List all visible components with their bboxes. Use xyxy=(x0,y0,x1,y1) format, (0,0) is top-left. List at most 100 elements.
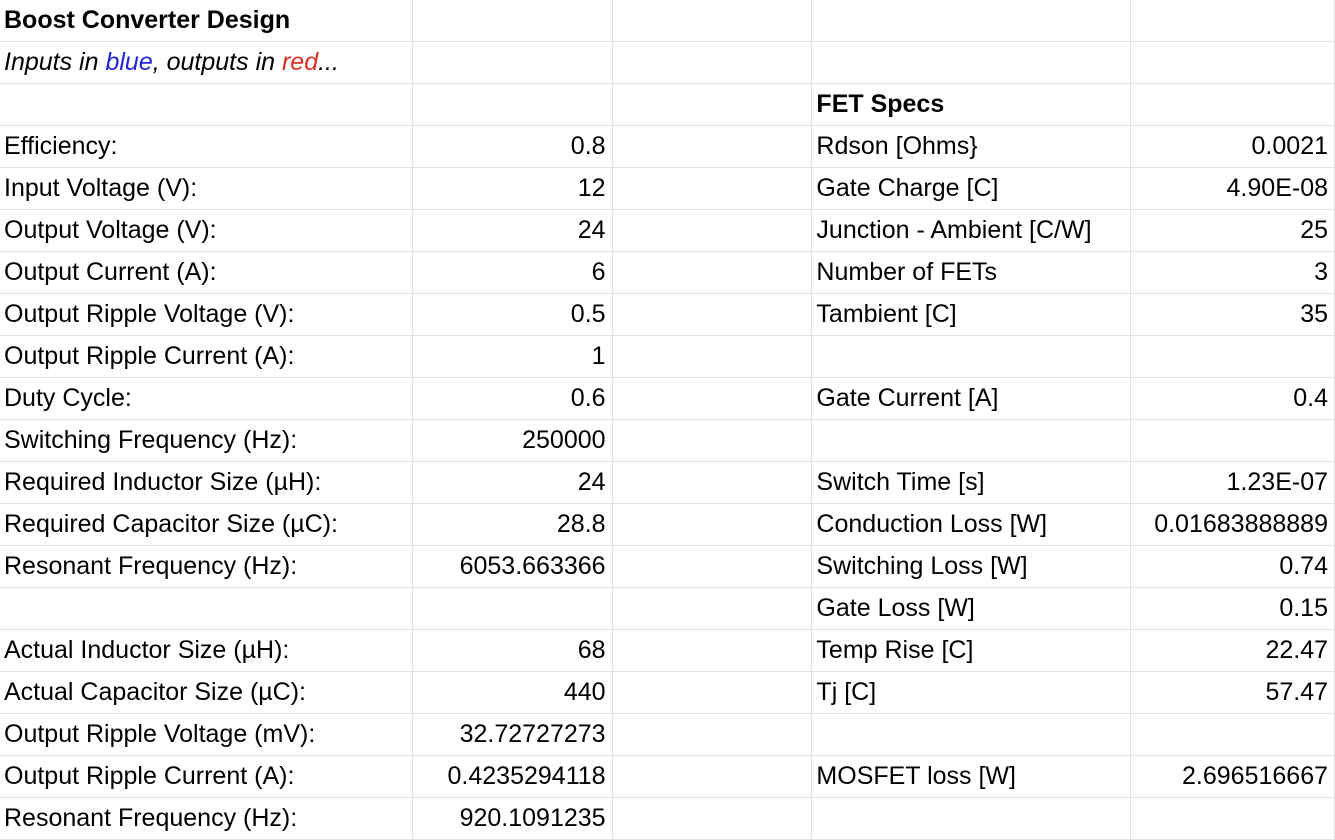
cell-fet-value[interactable]: 3 xyxy=(1130,251,1335,294)
cell-empty[interactable] xyxy=(612,503,813,546)
cell-empty[interactable] xyxy=(612,545,813,588)
cell-empty[interactable] xyxy=(1130,713,1335,756)
cell-design-label[interactable]: Duty Cycle: xyxy=(0,377,413,420)
cell-fet-label[interactable]: Junction - Ambient [C/W] xyxy=(811,209,1131,252)
cell-design-label[interactable]: Switching Frequency (Hz): xyxy=(0,419,413,462)
cell-design-value[interactable]: 28.8 xyxy=(412,503,613,546)
cell-design-label[interactable]: Resonant Frequency (Hz): xyxy=(0,797,413,840)
cell-fet-value[interactable]: 2.696516667 xyxy=(1130,755,1335,798)
cell-empty[interactable] xyxy=(811,713,1131,756)
cell-empty[interactable] xyxy=(811,335,1131,378)
cell-empty[interactable] xyxy=(612,671,813,714)
cell-design-value[interactable]: 68 xyxy=(412,629,613,672)
cell-empty[interactable] xyxy=(612,461,813,504)
cell-fet-value[interactable]: 4.90E-08 xyxy=(1130,167,1335,210)
cell-empty[interactable] xyxy=(412,41,613,84)
cell-design-label[interactable]: Required Inductor Size (µH): xyxy=(0,461,413,504)
cell-empty[interactable] xyxy=(1130,335,1335,378)
cell-fet-label[interactable]: Switch Time [s] xyxy=(811,461,1131,504)
cell-empty[interactable] xyxy=(612,167,813,210)
cell-empty[interactable] xyxy=(612,293,813,336)
cell-empty[interactable] xyxy=(1130,797,1335,840)
cell-design-value[interactable]: 440 xyxy=(412,671,613,714)
cell-empty[interactable] xyxy=(612,83,813,126)
cell-empty[interactable] xyxy=(612,419,813,462)
cell-empty[interactable] xyxy=(612,755,813,798)
cell-empty[interactable] xyxy=(612,251,813,294)
cell-design-label[interactable]: Actual Capacitor Size (µC): xyxy=(0,671,413,714)
cell-design-label[interactable]: Actual Inductor Size (µH): xyxy=(0,629,413,672)
cell-design-label[interactable]: Output Ripple Current (A): xyxy=(0,335,413,378)
cell-empty[interactable] xyxy=(811,797,1131,840)
cell-fet-value[interactable]: 0.0021 xyxy=(1130,125,1335,168)
cell-empty[interactable] xyxy=(612,713,813,756)
cell-empty[interactable] xyxy=(811,419,1131,462)
cell-design-value[interactable]: 920.1091235 xyxy=(412,797,613,840)
cell-fet-label[interactable]: Rdson [Ohms} xyxy=(811,125,1131,168)
cell-design-value[interactable]: 1 xyxy=(412,335,613,378)
cell-design-value[interactable]: 32.72727273 xyxy=(412,713,613,756)
cell-design-value[interactable]: 0.6 xyxy=(412,377,613,420)
cell-empty[interactable] xyxy=(612,335,813,378)
cell-fet-value[interactable]: 57.47 xyxy=(1130,671,1335,714)
cell-design-value[interactable]: 6 xyxy=(412,251,613,294)
cell-empty[interactable] xyxy=(1130,419,1335,462)
cell-design-label[interactable]: Required Capacitor Size (µC): xyxy=(0,503,413,546)
cell-subtitle[interactable]: Inputs in blue, outputs in red... xyxy=(0,41,413,84)
cell-design-label[interactable]: Efficiency: xyxy=(0,125,413,168)
cell-fet-label[interactable]: Conduction Loss [W] xyxy=(811,503,1131,546)
cell-empty[interactable] xyxy=(811,41,1131,84)
cell-title[interactable]: Boost Converter Design xyxy=(0,0,413,42)
cell-design-value[interactable]: 0.8 xyxy=(412,125,613,168)
cell-design-value[interactable]: 0.4235294118 xyxy=(412,755,613,798)
cell-fet-label[interactable]: Tj [C] xyxy=(811,671,1131,714)
cell-empty[interactable] xyxy=(412,83,613,126)
cell-design-value[interactable]: 0.5 xyxy=(412,293,613,336)
cell-empty[interactable] xyxy=(612,125,813,168)
cell-fet-label[interactable]: MOSFET loss [W] xyxy=(811,755,1131,798)
cell-fet-value[interactable]: 0.01683888889 xyxy=(1130,503,1335,546)
cell-fet-label[interactable]: Tambient [C] xyxy=(811,293,1131,336)
cell-empty[interactable] xyxy=(612,41,813,84)
cell-fet-value[interactable]: 1.23E-07 xyxy=(1130,461,1335,504)
cell-empty[interactable] xyxy=(412,0,613,42)
cell-empty[interactable] xyxy=(1130,83,1335,126)
cell-design-value[interactable]: 250000 xyxy=(412,419,613,462)
cell-empty[interactable] xyxy=(612,0,813,42)
cell-design-label[interactable]: Output Ripple Voltage (V): xyxy=(0,293,413,336)
cell-empty[interactable] xyxy=(612,629,813,672)
cell-fet-value[interactable]: 0.4 xyxy=(1130,377,1335,420)
cell-empty[interactable] xyxy=(412,587,613,630)
cell-fet-label[interactable]: Gate Charge [C] xyxy=(811,167,1131,210)
cell-fet-label[interactable]: Number of FETs xyxy=(811,251,1131,294)
cell-empty[interactable] xyxy=(612,587,813,630)
cell-design-label[interactable]: Output Current (A): xyxy=(0,251,413,294)
cell-fet-label[interactable]: Gate Loss [W] xyxy=(811,587,1131,630)
cell-fet-value[interactable]: 0.74 xyxy=(1130,545,1335,588)
cell-fet-value[interactable]: 0.15 xyxy=(1130,587,1335,630)
cell-empty[interactable] xyxy=(612,209,813,252)
cell-design-label[interactable]: Output Voltage (V): xyxy=(0,209,413,252)
cell-empty[interactable] xyxy=(1130,0,1335,42)
cell-empty[interactable] xyxy=(811,0,1131,42)
cell-design-value[interactable]: 24 xyxy=(412,209,613,252)
cell-fet-label[interactable]: Gate Current [A] xyxy=(811,377,1131,420)
cell-empty[interactable] xyxy=(612,377,813,420)
cell-empty[interactable] xyxy=(0,587,413,630)
cell-fet-value[interactable]: 35 xyxy=(1130,293,1335,336)
cell-design-value[interactable]: 24 xyxy=(412,461,613,504)
cell-fet-specs-title[interactable]: FET Specs xyxy=(811,83,1131,126)
cell-fet-label[interactable]: Switching Loss [W] xyxy=(811,545,1131,588)
cell-empty[interactable] xyxy=(0,83,413,126)
cell-empty[interactable] xyxy=(612,797,813,840)
cell-design-label[interactable]: Resonant Frequency (Hz): xyxy=(0,545,413,588)
cell-design-value[interactable]: 12 xyxy=(412,167,613,210)
cell-design-label[interactable]: Output Ripple Current (A): xyxy=(0,755,413,798)
cell-fet-value[interactable]: 25 xyxy=(1130,209,1335,252)
cell-design-value[interactable]: 6053.663366 xyxy=(412,545,613,588)
cell-design-label[interactable]: Input Voltage (V): xyxy=(0,167,413,210)
cell-fet-value[interactable]: 22.47 xyxy=(1130,629,1335,672)
cell-fet-label[interactable]: Temp Rise [C] xyxy=(811,629,1131,672)
cell-design-label[interactable]: Output Ripple Voltage (mV): xyxy=(0,713,413,756)
cell-empty[interactable] xyxy=(1130,41,1335,84)
